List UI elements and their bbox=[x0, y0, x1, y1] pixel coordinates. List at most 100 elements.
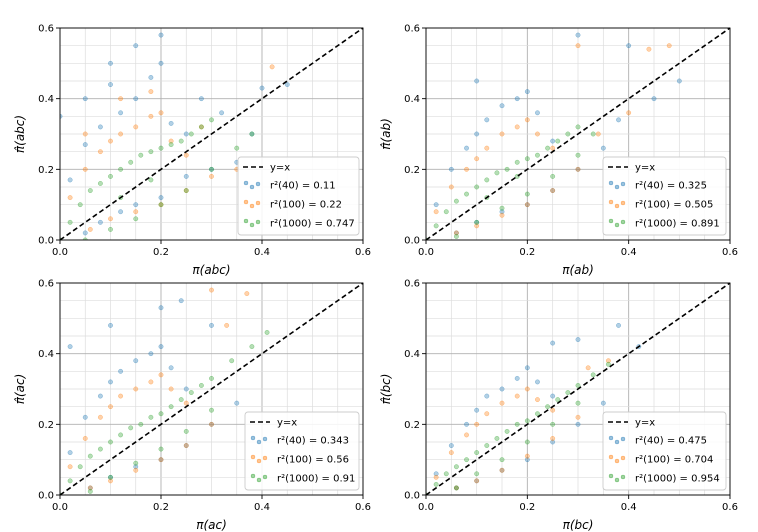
data-point bbox=[87, 226, 93, 232]
data-point bbox=[494, 436, 500, 441]
legend: y=x r²(40) = 0.343 r²(100) = 0.56 r²(1000) … bbox=[244, 411, 360, 491]
data-point bbox=[183, 443, 189, 448]
data-point bbox=[108, 474, 113, 480]
data-point bbox=[565, 131, 571, 137]
data-point bbox=[82, 166, 88, 172]
data-point bbox=[616, 117, 621, 123]
data-point bbox=[67, 450, 73, 456]
series-2 bbox=[67, 64, 275, 232]
axes-frame bbox=[59, 27, 364, 241]
data-point bbox=[499, 457, 505, 463]
data-point bbox=[545, 404, 551, 410]
data-point bbox=[118, 432, 124, 438]
x-tick-label: 0.0 bbox=[52, 247, 68, 258]
data-point bbox=[97, 181, 103, 186]
data-point bbox=[600, 400, 606, 406]
legend-marker-swatch bbox=[249, 203, 255, 209]
data-point bbox=[77, 202, 83, 208]
data-point bbox=[209, 407, 214, 413]
data-point bbox=[168, 120, 174, 126]
legend-label: y=x bbox=[635, 418, 655, 429]
y-tick-label: 0.2 bbox=[404, 420, 420, 431]
x-axis-label: π(bc) bbox=[563, 518, 594, 532]
legend-marker-swatch bbox=[620, 436, 626, 442]
data-point bbox=[443, 471, 449, 477]
data-point bbox=[575, 166, 581, 172]
data-point bbox=[616, 322, 621, 328]
x-tick-label: 0.6 bbox=[722, 247, 738, 258]
data-point bbox=[158, 344, 164, 350]
legend-label: r²(40) = 0.325 bbox=[635, 181, 707, 192]
data-point bbox=[133, 43, 139, 49]
series-3 bbox=[426, 124, 596, 240]
data-point bbox=[133, 464, 139, 470]
data-point bbox=[108, 60, 113, 66]
data-point bbox=[474, 478, 480, 484]
x-tick-label: 0.0 bbox=[52, 502, 68, 513]
legend-marker-swatch bbox=[250, 473, 256, 479]
data-point bbox=[514, 421, 520, 427]
data-point bbox=[219, 110, 225, 116]
data-point bbox=[535, 152, 540, 158]
legend-marker-swatch bbox=[608, 473, 614, 479]
data-point bbox=[499, 467, 505, 473]
data-point bbox=[575, 152, 581, 158]
data-point bbox=[550, 188, 556, 193]
data-point bbox=[550, 145, 556, 151]
series-3 bbox=[60, 330, 270, 495]
data-point bbox=[148, 149, 154, 155]
legend-marker-swatch bbox=[262, 436, 268, 442]
legend-label: r²(100) = 0.704 bbox=[635, 455, 713, 466]
data-point bbox=[133, 386, 139, 392]
data-point bbox=[464, 145, 469, 151]
data-point bbox=[590, 131, 596, 137]
legend-marker-swatch bbox=[250, 435, 256, 441]
data-point bbox=[550, 393, 556, 399]
y-tick-label: 0.6 bbox=[404, 279, 420, 290]
legend-marker-swatch bbox=[620, 455, 626, 461]
data-point bbox=[67, 344, 73, 350]
data-point bbox=[133, 460, 139, 466]
data-point bbox=[433, 474, 439, 480]
data-point bbox=[133, 216, 139, 222]
data-point bbox=[504, 166, 510, 172]
data-point bbox=[474, 421, 480, 427]
data-point bbox=[666, 43, 672, 49]
data-point bbox=[433, 223, 439, 229]
plot-panel-1: 0.0 0.2 0.4 0.6 0.0 0.2 0.4 0.6 π(abc) π̂(abc) y=x… bbox=[13, 24, 371, 278]
legend-label: r²(40) = 0.11 bbox=[270, 181, 336, 192]
data-point bbox=[555, 138, 561, 144]
data-point bbox=[67, 219, 73, 225]
data-point bbox=[108, 138, 113, 144]
scatter-area bbox=[426, 32, 682, 240]
legend-label: r²(100) = 0.22 bbox=[270, 200, 342, 211]
legend-label: y=x bbox=[277, 418, 297, 429]
data-point bbox=[499, 103, 505, 109]
data-point bbox=[484, 117, 490, 123]
data-point bbox=[484, 411, 490, 417]
data-point bbox=[148, 379, 154, 385]
data-point bbox=[82, 230, 88, 236]
data-point bbox=[158, 446, 164, 452]
data-point bbox=[209, 166, 214, 172]
data-point bbox=[118, 166, 124, 172]
y-tick-label: 0.2 bbox=[38, 165, 54, 176]
data-point bbox=[550, 407, 556, 413]
legend-marker-swatch bbox=[255, 181, 261, 187]
data-point bbox=[575, 383, 581, 388]
y-tick-label: 0.4 bbox=[404, 94, 420, 105]
data-point bbox=[118, 131, 124, 137]
x-tick-label: 0.4 bbox=[254, 502, 270, 513]
data-point bbox=[474, 450, 480, 456]
reference-line-y-equals-x bbox=[59, 27, 364, 241]
data-point bbox=[133, 124, 139, 130]
data-point bbox=[148, 351, 154, 357]
data-point bbox=[524, 156, 530, 162]
x-tick-label: 0.4 bbox=[621, 502, 637, 513]
data-point bbox=[595, 131, 601, 137]
legend-marker-swatch bbox=[608, 454, 614, 460]
data-point bbox=[67, 177, 73, 183]
data-point bbox=[514, 159, 520, 165]
data-point bbox=[499, 205, 505, 211]
data-point bbox=[443, 209, 449, 215]
